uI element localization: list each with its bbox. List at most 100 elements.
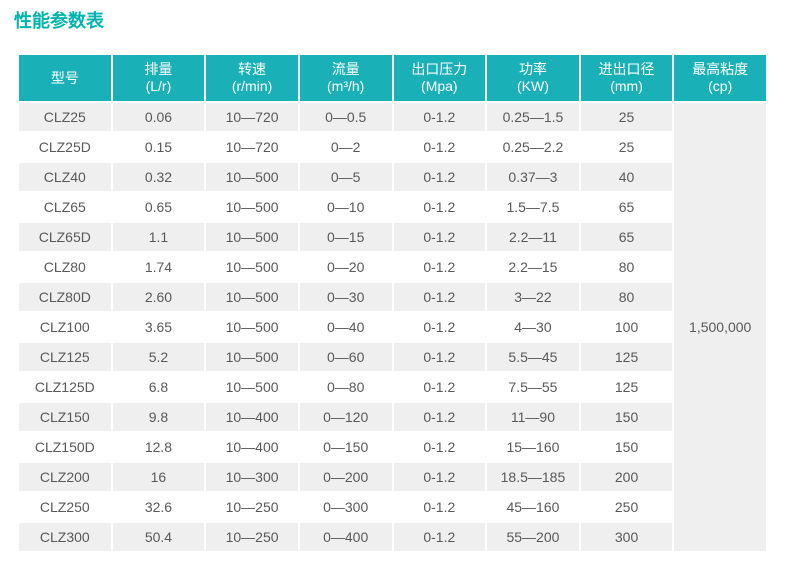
value-cell: 0.06 bbox=[112, 103, 205, 131]
value-cell: 10—500 bbox=[206, 163, 298, 191]
value-cell: 0-1.2 bbox=[393, 133, 486, 161]
model-cell: CLZ100 bbox=[19, 313, 111, 341]
column-header-unit: (m³/h) bbox=[327, 78, 365, 94]
column-header-name: 出口压力 bbox=[411, 61, 468, 77]
column-header-name: 排量 bbox=[144, 61, 173, 77]
model-cell: CLZ80 bbox=[19, 253, 111, 281]
table-row: CLZ200 16 10—300 0—200 0-1.2 18.5—185 200 bbox=[19, 463, 766, 491]
value-cell: 50.4 bbox=[112, 523, 205, 551]
model-cell: CLZ125 bbox=[19, 343, 111, 371]
value-cell: 0-1.2 bbox=[393, 193, 486, 221]
value-cell: 0—40 bbox=[299, 313, 392, 341]
value-cell: 10—400 bbox=[206, 403, 298, 431]
table-row: CLZ125D 6.8 10—500 0—80 0-1.2 7.5—55 125 bbox=[19, 373, 766, 401]
value-cell: 5.2 bbox=[112, 343, 205, 371]
table-row: CLZ40 0.32 10—500 0—5 0-1.2 0.37—3 40 bbox=[19, 163, 766, 191]
value-cell: 2.2—11 bbox=[487, 223, 579, 251]
model-cell: CLZ25D bbox=[19, 133, 111, 161]
column-header-unit: (mm) bbox=[610, 78, 643, 94]
value-cell: 10—300 bbox=[206, 463, 298, 491]
value-cell: 0-1.2 bbox=[393, 283, 486, 311]
value-cell: 10—720 bbox=[206, 133, 298, 161]
value-cell: 10—500 bbox=[206, 223, 298, 251]
model-cell: CLZ150 bbox=[19, 403, 111, 431]
value-cell: 0—120 bbox=[299, 403, 392, 431]
model-cell: CLZ300 bbox=[19, 523, 111, 551]
column-header-3: 流量 (m³/h) bbox=[299, 55, 392, 101]
value-cell: 0-1.2 bbox=[393, 223, 486, 251]
value-cell: 0-1.2 bbox=[393, 313, 486, 341]
value-cell: 7.5—55 bbox=[487, 373, 579, 401]
value-cell: 45—160 bbox=[487, 493, 579, 521]
column-header-name: 进出口径 bbox=[598, 61, 655, 77]
value-cell: 10—500 bbox=[206, 193, 298, 221]
value-cell: 0—60 bbox=[299, 343, 392, 371]
model-cell: CLZ80D bbox=[19, 283, 111, 311]
value-cell: 300 bbox=[580, 523, 673, 551]
value-cell: 0—20 bbox=[299, 253, 392, 281]
table-row: CLZ80 1.74 10—500 0—20 0-1.2 2.2—15 80 bbox=[19, 253, 766, 281]
value-cell: 1.1 bbox=[112, 223, 205, 251]
value-cell: 125 bbox=[580, 343, 673, 371]
column-header-unit: (L/r) bbox=[145, 78, 172, 94]
value-cell: 3—22 bbox=[487, 283, 579, 311]
column-header-unit: (Mpa) bbox=[421, 78, 458, 94]
value-cell: 0-1.2 bbox=[393, 433, 486, 461]
value-cell: 32.6 bbox=[112, 493, 205, 521]
column-header-1: 排量 (L/r) bbox=[112, 55, 205, 101]
value-cell: 15—160 bbox=[487, 433, 579, 461]
max-viscosity-cell: 1,500,000 bbox=[674, 103, 766, 551]
value-cell: 25 bbox=[580, 103, 673, 131]
value-cell: 0—200 bbox=[299, 463, 392, 491]
value-cell: 0—150 bbox=[299, 433, 392, 461]
column-header-name: 型号 bbox=[50, 69, 79, 86]
value-cell: 0-1.2 bbox=[393, 493, 486, 521]
page-title: 性能参数表 bbox=[14, 11, 104, 31]
value-cell: 0.65 bbox=[112, 193, 205, 221]
column-header-name: 功率 bbox=[518, 61, 547, 77]
value-cell: 65 bbox=[580, 223, 673, 251]
table-row: CLZ65D 1.1 10—500 0—15 0-1.2 2.2—11 65 bbox=[19, 223, 766, 251]
model-cell: CLZ150D bbox=[19, 433, 111, 461]
value-cell: 12.8 bbox=[112, 433, 205, 461]
table-row: CLZ25 0.06 10—720 0—0.5 0-1.2 0.25—1.5 25 1,500… bbox=[19, 103, 766, 551]
column-header-unit: (cp) bbox=[708, 78, 733, 94]
performance-spec-table: 型号 排量 (L/r) 转速 (r/min) 流量 (m³/h) 出口压力 (Mpa) 功率 (KW… bbox=[17, 53, 768, 553]
table-row: CLZ150D 12.8 10—400 0—150 0-1.2 15—160 150 bbox=[19, 433, 766, 461]
value-cell: 10—400 bbox=[206, 433, 298, 461]
value-cell: 0-1.2 bbox=[393, 103, 486, 131]
table-row: CLZ80D 2.60 10—500 0—30 0-1.2 3—22 80 bbox=[19, 283, 766, 311]
table-row: CLZ65 0.65 10—500 0—10 0-1.2 1.5—7.5 65 bbox=[19, 193, 766, 221]
value-cell: 55—200 bbox=[487, 523, 579, 551]
value-cell: 250 bbox=[580, 493, 673, 521]
table-row: CLZ125 5.2 10—500 0—60 0-1.2 5.5—45 125 bbox=[19, 343, 766, 371]
column-header-5: 功率 (KW) bbox=[487, 55, 579, 101]
value-cell: 0-1.2 bbox=[393, 163, 486, 191]
value-cell: 0—10 bbox=[299, 193, 392, 221]
model-cell: CLZ65D bbox=[19, 223, 111, 251]
value-cell: 9.8 bbox=[112, 403, 205, 431]
value-cell: 0—15 bbox=[299, 223, 392, 251]
value-cell: 10—500 bbox=[206, 313, 298, 341]
model-cell: CLZ250 bbox=[19, 493, 111, 521]
value-cell: 0-1.2 bbox=[393, 373, 486, 401]
value-cell: 0-1.2 bbox=[393, 343, 486, 371]
value-cell: 10—720 bbox=[206, 103, 298, 131]
model-cell: CLZ125D bbox=[19, 373, 111, 401]
value-cell: 16 bbox=[112, 463, 205, 491]
value-cell: 0.25—1.5 bbox=[487, 103, 579, 131]
value-cell: 80 bbox=[580, 283, 673, 311]
value-cell: 0—30 bbox=[299, 283, 392, 311]
column-header-6: 进出口径 (mm) bbox=[580, 55, 673, 101]
value-cell: 18.5—185 bbox=[487, 463, 579, 491]
column-header-0: 型号 bbox=[19, 55, 111, 101]
value-cell: 0-1.2 bbox=[393, 463, 486, 491]
value-cell: 80 bbox=[580, 253, 673, 281]
value-cell: 2.2—15 bbox=[487, 253, 579, 281]
value-cell: 1.74 bbox=[112, 253, 205, 281]
value-cell: 0.15 bbox=[112, 133, 205, 161]
value-cell: 0-1.2 bbox=[393, 253, 486, 281]
value-cell: 150 bbox=[580, 403, 673, 431]
model-cell: CLZ65 bbox=[19, 193, 111, 221]
value-cell: 10—500 bbox=[206, 283, 298, 311]
